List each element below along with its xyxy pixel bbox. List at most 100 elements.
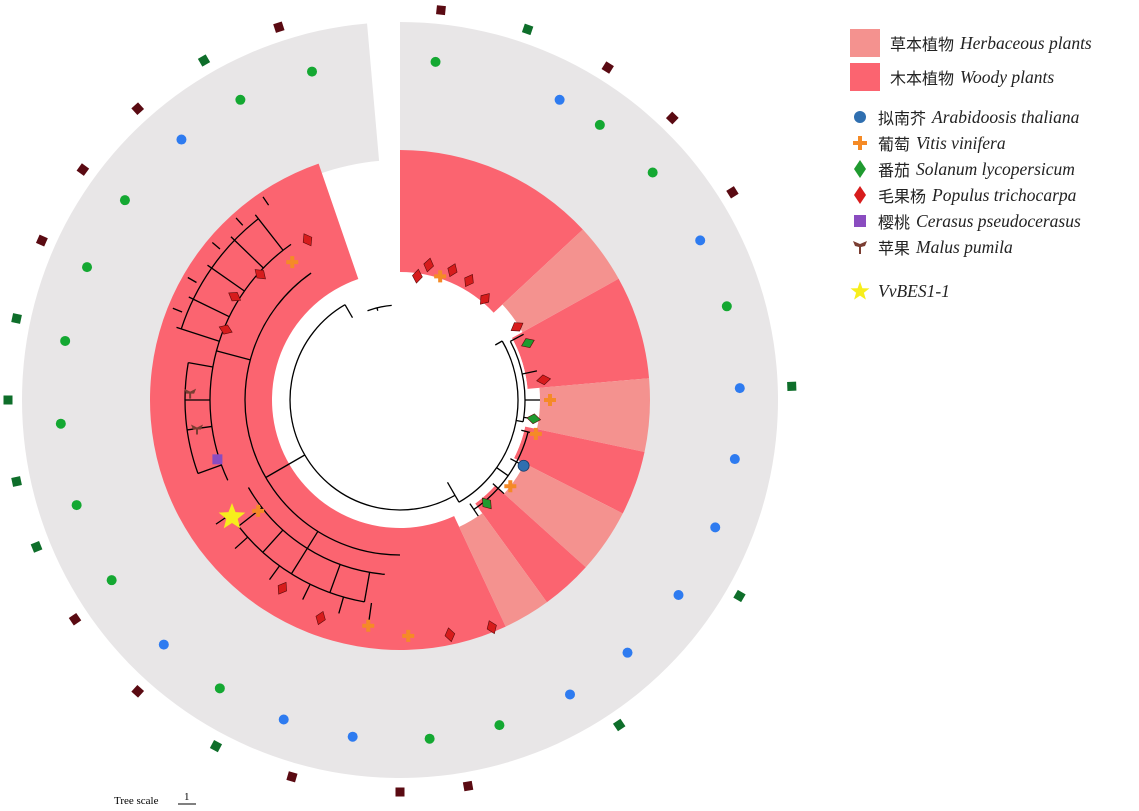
leaf-markers	[184, 233, 556, 643]
legend-en-label: Herbaceous plants	[960, 32, 1092, 53]
legend-cn-label: 毛果杨	[878, 187, 927, 206]
dark-square-icon	[601, 61, 614, 74]
diamond-icon	[412, 268, 423, 284]
dark-square-icon	[35, 234, 48, 247]
green-dot-icon	[494, 720, 505, 731]
woody-sector	[514, 426, 645, 514]
branch-line	[216, 350, 251, 361]
tree-scale-value: 1	[184, 791, 190, 803]
branch-line	[188, 296, 230, 318]
trefoil-icon	[850, 237, 870, 257]
herbaceous-sector	[504, 463, 623, 568]
herbaceous-swatch	[850, 29, 880, 57]
blue-dot-icon	[729, 454, 740, 465]
branch-line	[368, 602, 373, 620]
green-dot-icon	[235, 94, 246, 105]
square-icon	[212, 454, 223, 465]
diamond-icon	[447, 263, 458, 278]
inner-clear	[431, 301, 528, 521]
branch-arc	[458, 340, 519, 503]
legend-cn-label: 番茄	[878, 161, 911, 180]
green-dot-icon	[647, 167, 658, 178]
dark-square-icon	[436, 5, 446, 16]
branch-line	[290, 548, 308, 575]
diamond-icon	[218, 324, 233, 335]
branch-line	[254, 214, 284, 251]
legend-cn-label: 草本植物	[890, 35, 955, 54]
branch-arc	[244, 272, 401, 556]
dark-square-icon	[131, 102, 145, 116]
branch-line	[469, 503, 479, 517]
branch-line	[363, 572, 371, 602]
herbaceous-sector	[502, 229, 619, 333]
diamond-icon	[315, 610, 326, 626]
cross-icon	[286, 256, 299, 269]
star-icon	[218, 503, 246, 529]
blue-dot-icon	[710, 522, 721, 533]
branch-line	[172, 307, 183, 313]
outer-gray-ring	[21, 22, 778, 778]
branch-line	[494, 340, 503, 346]
branch-line	[268, 565, 281, 580]
legend-item-solanum: 番茄 Solanum lycopersicum	[850, 156, 1135, 182]
green-dot-icon	[119, 195, 130, 206]
legend-en-label: Arabidoosis thaliana	[932, 106, 1080, 127]
blue-dot-icon	[554, 94, 565, 105]
outer-ring-markers	[3, 5, 797, 797]
trefoil-icon	[184, 388, 197, 399]
dark-square-icon	[665, 111, 679, 125]
branch-line	[234, 536, 249, 550]
legend-cn-label: 樱桃	[878, 213, 911, 232]
green-square-icon	[11, 476, 22, 487]
branch-line	[376, 307, 379, 311]
tree-scale-label: Tree scale	[114, 795, 159, 807]
branch-line	[197, 464, 222, 475]
dark-square-icon	[131, 684, 145, 698]
circle-icon	[850, 107, 870, 127]
legend-en-label: Populus trichocarpa	[932, 184, 1077, 205]
cross-icon	[402, 629, 415, 642]
diamond-icon	[510, 322, 524, 332]
branch-arc	[184, 362, 199, 474]
diamond-icon	[481, 497, 492, 510]
diamond-icon	[480, 293, 490, 305]
trefoil-icon	[190, 424, 203, 435]
branch-line	[187, 276, 197, 284]
ring-segment	[21, 22, 778, 778]
dark-square-icon	[462, 780, 474, 792]
legend-item-vitis: 葡萄 Vitis vinifera	[850, 130, 1135, 156]
branch-line	[496, 467, 509, 477]
diamond-icon	[228, 292, 242, 302]
green-square-icon	[612, 718, 626, 732]
green-square-icon	[733, 589, 746, 603]
woody-sector	[150, 163, 506, 650]
diamond-icon	[536, 374, 552, 386]
branch-arc	[237, 525, 365, 603]
blue-dot-icon	[278, 714, 289, 725]
dark-square-icon	[68, 612, 82, 626]
blue-dot-icon	[176, 134, 187, 145]
green-dot-icon	[430, 56, 441, 67]
green-square-icon	[521, 23, 534, 36]
cross-icon	[529, 427, 542, 440]
legend-cn-label: 木本植物	[890, 69, 955, 88]
branch-line	[176, 326, 220, 342]
branch-line	[510, 333, 524, 342]
blue-dot-icon	[734, 383, 745, 394]
green-dot-icon	[424, 733, 435, 744]
green-dot-icon	[71, 500, 82, 511]
cross-icon	[850, 133, 870, 153]
green-dot-icon	[82, 262, 93, 273]
blue-dot-icon	[695, 235, 706, 246]
green-dot-icon	[594, 119, 605, 130]
branch-line	[329, 564, 341, 593]
legend-item-woody: 木本植物 Woody plants	[850, 60, 1135, 94]
cross-icon	[504, 480, 517, 493]
legend-en-label: Malus pumila	[916, 236, 1013, 257]
green-dot-icon	[214, 683, 225, 694]
green-dot-icon	[60, 335, 71, 346]
legend-item-malus: 苹果 Malus pumila	[850, 234, 1135, 260]
branch-line	[188, 362, 213, 368]
green-square-icon	[209, 740, 223, 753]
branch-line	[492, 483, 505, 495]
